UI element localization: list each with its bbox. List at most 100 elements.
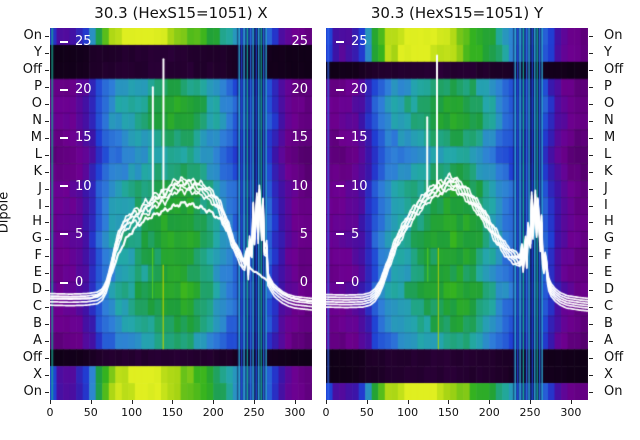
row-label-left: N [32, 113, 42, 128]
row-tick-right [589, 391, 593, 393]
row-tick-left [45, 222, 49, 224]
row-label-left: On [23, 383, 42, 399]
row-label-right: B [604, 315, 613, 331]
row-label-right: Off [604, 349, 624, 365]
row-label-left: Off [22, 349, 42, 365]
row-label-left: J [38, 180, 42, 196]
x-tick [530, 400, 532, 404]
row-label-right: N [604, 113, 614, 128]
row-label-right: On [604, 28, 623, 44]
row-tick-left [45, 357, 49, 359]
x-tick-label: 100 [121, 406, 143, 419]
row-label-left: B [33, 315, 42, 331]
row-tick-right [589, 53, 593, 55]
row-tick-left [45, 87, 49, 89]
row-tick-left [45, 256, 49, 258]
row-label-right: E [604, 265, 613, 281]
x-tick-label: 0 [46, 406, 54, 419]
x-tick [90, 400, 92, 404]
row-tick-right [589, 70, 593, 72]
x-tick [326, 400, 327, 404]
x-tick [294, 400, 296, 404]
x-tick [172, 400, 174, 404]
row-tick-right [589, 290, 593, 292]
row-tick-right [589, 374, 593, 376]
panel-title-x: 30.3 (HexS15=1051) X [94, 4, 268, 22]
x-tick [213, 400, 215, 404]
x-tick-label: 150 [161, 406, 183, 419]
row-label-right: P [604, 79, 612, 95]
row-tick-right [589, 256, 593, 258]
row-tick-right [589, 137, 593, 139]
x-tick-label: 200 [478, 406, 500, 419]
panel-y: 30.3 (HexS15=1051) Y [326, 4, 588, 400]
x-tick-label: 250 [243, 406, 265, 419]
row-tick-left [45, 171, 49, 173]
row-label-right: A [604, 332, 613, 348]
x-tick-label: 300 [284, 406, 306, 419]
row-label-right: X [604, 366, 613, 382]
row-label-left: A [33, 332, 42, 348]
x-tick [489, 400, 491, 404]
row-tick-left [45, 340, 49, 342]
x-tick-label: 0 [322, 406, 330, 419]
row-label-left: H [32, 214, 42, 230]
row-label-right: Y [604, 45, 612, 61]
row-tick-right [589, 357, 593, 359]
heatmap-canvas-x [50, 28, 312, 400]
row-label-left: X [33, 366, 42, 382]
row-label-right: D [604, 282, 615, 298]
row-label-left: D [31, 282, 42, 298]
row-tick-right [589, 188, 593, 190]
row-tick-left [45, 70, 49, 72]
row-label-left: P [34, 79, 42, 95]
row-label-right: M [604, 129, 616, 145]
row-tick-right [589, 36, 593, 38]
row-label-left: M [30, 129, 42, 145]
row-tick-left [45, 273, 49, 275]
x-tick [407, 400, 409, 404]
row-tick-left [45, 205, 49, 207]
row-label-left: O [31, 96, 42, 112]
x-tick-label: 150 [437, 406, 459, 419]
row-tick-left [45, 137, 49, 139]
x-tick-label: 50 [83, 406, 98, 419]
panel-x: 30.3 (HexS15=1051) X [50, 4, 312, 400]
row-tick-left [45, 154, 49, 156]
row-tick-right [589, 239, 593, 241]
row-label-left: On [23, 28, 42, 44]
row-label-right: K [604, 163, 613, 179]
row-tick-left [45, 121, 49, 122]
row-tick-right [589, 273, 593, 275]
row-tick-right [589, 323, 593, 325]
row-tick-right [589, 307, 593, 308]
row-label-left: E [33, 265, 42, 281]
row-label-left: K [33, 163, 42, 179]
row-tick-left [45, 188, 49, 190]
row-label-right: L [604, 146, 612, 162]
row-label-left: F [34, 248, 42, 264]
row-tick-left [45, 36, 49, 38]
x-tick [50, 400, 51, 404]
row-tick-left [45, 391, 49, 393]
row-tick-left [45, 239, 49, 241]
row-label-right: H [604, 214, 614, 230]
x-tick [366, 400, 368, 404]
row-tick-left [45, 323, 49, 325]
row-tick-right [589, 154, 593, 156]
row-tick-right [589, 121, 593, 122]
row-label-right: C [604, 299, 614, 314]
row-label-left: C [32, 299, 42, 314]
row-tick-right [589, 171, 593, 173]
x-tick [254, 400, 256, 404]
row-label-right: I [604, 197, 608, 213]
heatmap-canvas-y [326, 28, 588, 400]
row-tick-left [45, 290, 49, 292]
x-tick [570, 400, 572, 404]
panel-title-y: 30.3 (HexS15=1051) Y [370, 4, 544, 22]
x-tick-label: 300 [560, 406, 582, 419]
x-tick-label: 100 [397, 406, 419, 419]
row-tick-left [45, 374, 49, 376]
x-tick [448, 400, 450, 404]
